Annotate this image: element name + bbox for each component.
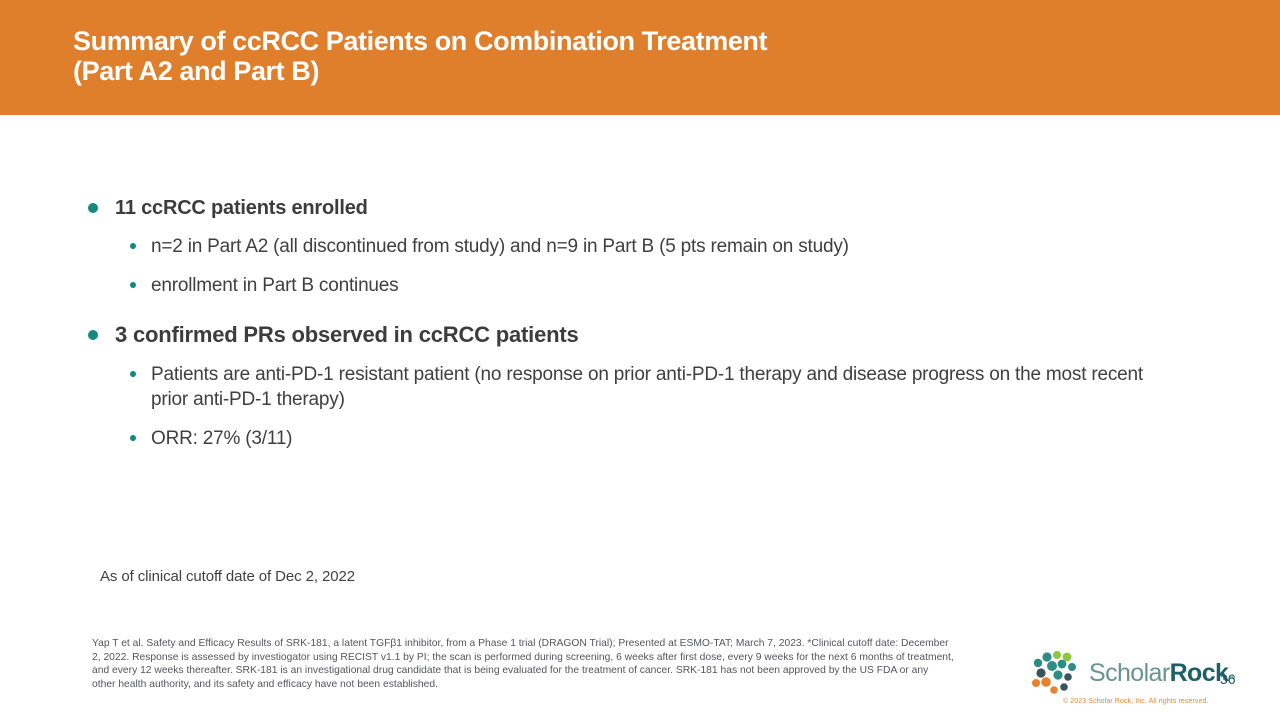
page-number: 36: [1220, 671, 1236, 687]
bullet-enrolled-label: 11 ccRCC patients enrolled: [115, 197, 368, 219]
bullet-confirmed-prs-label: 3 confirmed PRs observed in ccRCC patien…: [115, 322, 579, 347]
sub-bullet-dot-icon: [130, 243, 136, 249]
sub-bullet-continues-text: enrollment in Part B continues: [151, 275, 399, 296]
sub-bullet-dot-icon: [130, 371, 136, 377]
wordmark-rock: Rock: [1169, 658, 1229, 687]
sub-bullet-orr: ORR: 27% (3/11): [130, 426, 1188, 451]
slide-body: 11 ccRCC patients enrolled n=2 in Part A…: [88, 196, 1188, 451]
sub-bullet-orr-text: ORR: 27% (3/11): [151, 428, 293, 449]
slide-title-line2: (Part A2 and Part B): [73, 56, 320, 86]
slide-title: Summary of ccRCC Patients on Combination…: [73, 26, 768, 86]
sub-bullet-continues: enrollment in Part B continues: [130, 273, 1188, 298]
bullet-group-enrollment: 11 ccRCC patients enrolled n=2 in Part A…: [88, 196, 1188, 298]
bullet-enrolled: 11 ccRCC patients enrolled: [88, 196, 1188, 220]
sub-bullet-resistant: Patients are anti-PD-1 resistant patient…: [130, 362, 1188, 412]
slide-title-line1: Summary of ccRCC Patients on Combination…: [73, 26, 768, 56]
slide-header-banner: Summary of ccRCC Patients on Combination…: [0, 0, 1280, 115]
sub-bullet-dot-icon: [130, 282, 136, 288]
sub-bullet-resistant-text: Patients are anti-PD-1 resistant patient…: [151, 364, 1143, 410]
bullet-confirmed-prs: 3 confirmed PRs observed in ccRCC patien…: [88, 322, 1188, 348]
copyright-notice: © 2023 Scholar Rock, Inc. All rights res…: [1063, 698, 1209, 705]
bullet-group-responses: 3 confirmed PRs observed in ccRCC patien…: [88, 322, 1188, 451]
scholar-rock-logo-icon: [1032, 651, 1076, 694]
sub-bullet-dot-icon: [130, 435, 136, 441]
scholar-rock-brand: ScholarRock™: [1028, 650, 1235, 696]
trademark-symbol: ™: [1228, 675, 1235, 683]
sub-bullet-parts: n=2 in Part A2 (all discontinued from st…: [130, 234, 1188, 259]
scholar-rock-wordmark: ScholarRock™: [1089, 659, 1235, 688]
footnote-citation: Yap T et al. Safety and Efficacy Results…: [92, 638, 954, 690]
wordmark-scholar: Scholar: [1089, 658, 1170, 687]
bullet-dot-icon: [88, 203, 98, 213]
sub-bullet-parts-text: n=2 in Part A2 (all discontinued from st…: [151, 236, 849, 257]
bullet-dot-icon: [88, 330, 98, 340]
clinical-cutoff-note: As of clinical cutoff date of Dec 2, 202…: [100, 568, 355, 585]
